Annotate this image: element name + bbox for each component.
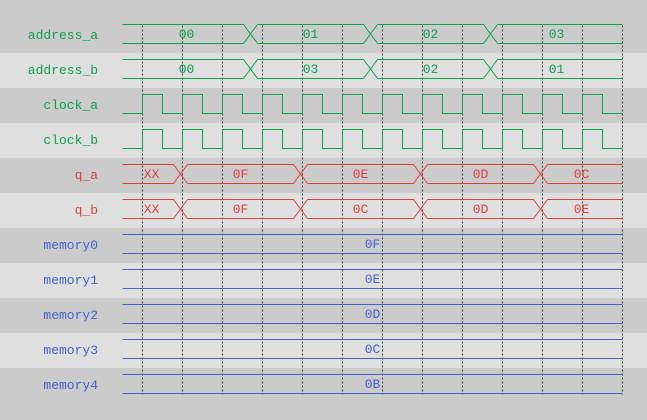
bus-transition-x (363, 59, 378, 79)
signal-row-memory4: memory4 (0, 368, 647, 403)
signal-label-memory1: memory1 (43, 273, 98, 288)
clock-wave (122, 129, 623, 149)
wave-memory2: 0D (122, 304, 623, 324)
bus-value-label: XX (144, 202, 160, 217)
clock-wave (122, 94, 623, 114)
signal-label-q_b: q_b (74, 203, 98, 218)
bus-transition-x (293, 199, 308, 219)
signal-label-memory0: memory0 (43, 238, 98, 253)
bus-transition-x (293, 164, 308, 184)
bus-value-label: 02 (423, 62, 439, 77)
bus-value-label: 01 (549, 62, 565, 77)
bus-value-label: 0D (473, 202, 489, 217)
bus-transition-x (243, 59, 258, 79)
signal-label-memory3: memory3 (43, 343, 98, 358)
bus-value-label: 03 (549, 27, 565, 42)
bus-transition-x (243, 24, 258, 44)
bus-value-label: 0E (574, 202, 590, 217)
signal-label-q_a: q_a (74, 168, 98, 183)
bus-value-label: 00 (179, 62, 195, 77)
wave-memory0: 0F (122, 234, 623, 254)
signal-row-memory1: memory1 (0, 263, 647, 298)
bus-transition-x (173, 164, 188, 184)
bus-value-label: 0D (365, 307, 381, 322)
bus-transition-x (533, 199, 548, 219)
time-gridlines (142, 25, 623, 395)
bus-value-label: 0D (473, 167, 489, 182)
bus-transition-x (363, 24, 378, 44)
bus-value-label: 0C (353, 202, 369, 217)
bus-value-label: 02 (423, 27, 439, 42)
bus-transition-x (173, 199, 188, 219)
signal-label-address_a: address_a (27, 28, 98, 43)
bus-value-label: 03 (303, 62, 319, 77)
wave-q_a: XX 0F 0E 0D 0C (122, 164, 623, 184)
signal-row-address_a: address_a (0, 18, 647, 53)
signal-label-address_b: address_b (27, 63, 98, 78)
signal-label-memory2: memory2 (43, 308, 98, 323)
signal-row-clock_a: clock_a (0, 88, 647, 123)
wave-address_b: 00 03 02 01 (122, 59, 623, 79)
signal-label-memory4: memory4 (43, 378, 98, 393)
bus-value-label: XX (144, 167, 160, 182)
bus-value-label: 0F (233, 202, 249, 217)
signal-row-address_b: address_b (0, 53, 647, 88)
bus-transition-x (413, 199, 428, 219)
wave-memory3: 0C (122, 339, 623, 359)
signal-row-memory2: memory2 (0, 298, 647, 333)
wave-clock_b (122, 129, 623, 149)
wave-memory4: 0B (122, 374, 623, 394)
signal-row-memory3: memory3 (0, 333, 647, 368)
wave-address_a: 00 01 02 03 (122, 24, 623, 44)
bus-value-label: 0B (365, 377, 381, 392)
bus-transition-x (413, 164, 428, 184)
bus-value-label: 0C (365, 342, 381, 357)
signal-row-clock_b: clock_b (0, 123, 647, 158)
bus-value-label: 0E (353, 167, 369, 182)
wave-clock_a (122, 94, 623, 114)
signal-label-clock_a: clock_a (43, 98, 98, 113)
bus-value-label: 0E (365, 272, 381, 287)
bus-value-label: 0F (365, 237, 381, 252)
signal-label-clock_b: clock_b (43, 133, 98, 148)
bus-value-label: 00 (179, 27, 195, 42)
wave-q_b: XX 0F 0C 0D 0E (122, 199, 623, 219)
bus-transition-x (483, 59, 498, 79)
bus-value-label: 0F (233, 167, 249, 182)
signal-row-memory0: memory0 (0, 228, 647, 263)
bus-transition-x (483, 24, 498, 44)
bus-transition-x (533, 164, 548, 184)
wave-memory1: 0E (122, 269, 623, 289)
bus-value-label: 0C (574, 167, 590, 182)
bus-value-label: 01 (303, 27, 319, 42)
